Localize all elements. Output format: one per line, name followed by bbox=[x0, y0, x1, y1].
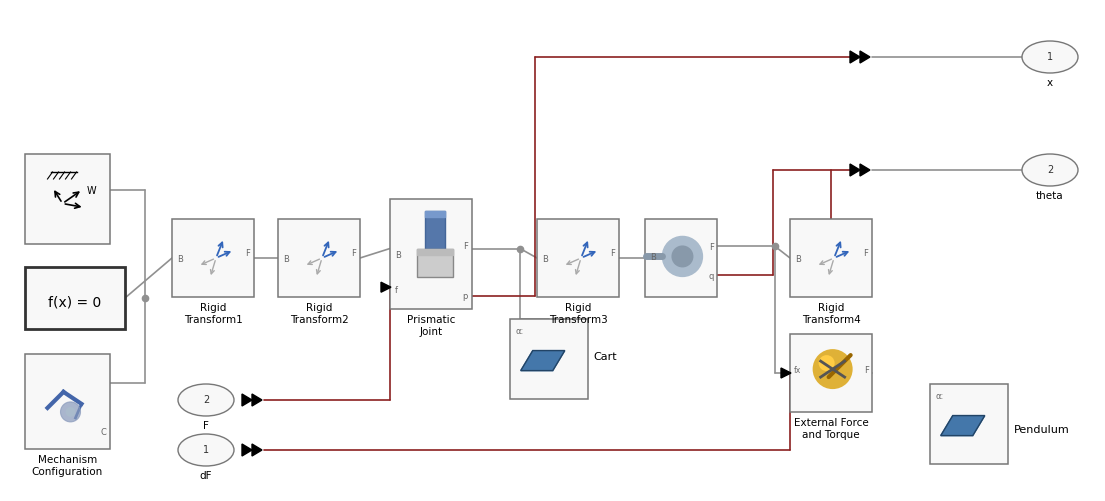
FancyBboxPatch shape bbox=[511, 319, 588, 399]
Text: theta: theta bbox=[1036, 190, 1064, 200]
FancyBboxPatch shape bbox=[425, 211, 445, 249]
Polygon shape bbox=[252, 394, 262, 406]
Text: Rigid
Transform2: Rigid Transform2 bbox=[290, 303, 348, 324]
Polygon shape bbox=[781, 368, 791, 378]
Ellipse shape bbox=[1022, 42, 1078, 74]
Text: F: F bbox=[864, 365, 869, 374]
Text: 1: 1 bbox=[1046, 52, 1053, 62]
Text: B: B bbox=[794, 254, 801, 263]
Polygon shape bbox=[425, 211, 445, 217]
Text: Pendulum: Pendulum bbox=[1014, 424, 1070, 434]
Text: F: F bbox=[351, 248, 356, 257]
FancyBboxPatch shape bbox=[930, 384, 1008, 464]
Text: α:: α: bbox=[935, 391, 944, 400]
Polygon shape bbox=[381, 283, 391, 293]
FancyBboxPatch shape bbox=[278, 219, 360, 298]
FancyBboxPatch shape bbox=[417, 249, 453, 277]
Circle shape bbox=[812, 349, 853, 389]
Polygon shape bbox=[252, 444, 262, 456]
FancyBboxPatch shape bbox=[645, 219, 717, 298]
Text: Rigid
Transform3: Rigid Transform3 bbox=[548, 303, 608, 324]
FancyBboxPatch shape bbox=[25, 155, 110, 244]
Circle shape bbox=[65, 407, 75, 417]
Ellipse shape bbox=[178, 384, 234, 416]
Text: dF: dF bbox=[200, 470, 212, 480]
Text: B: B bbox=[541, 254, 548, 263]
Text: x: x bbox=[1046, 78, 1053, 88]
Text: F: F bbox=[245, 248, 250, 257]
Text: 2: 2 bbox=[1046, 165, 1053, 175]
Text: 1: 1 bbox=[203, 444, 209, 454]
Text: Rigid
Transform1: Rigid Transform1 bbox=[183, 303, 242, 324]
Circle shape bbox=[61, 402, 81, 422]
FancyBboxPatch shape bbox=[25, 354, 110, 449]
FancyBboxPatch shape bbox=[790, 334, 872, 412]
Text: B: B bbox=[394, 250, 401, 259]
Text: F: F bbox=[709, 242, 714, 252]
Polygon shape bbox=[417, 249, 453, 256]
Text: F: F bbox=[203, 420, 209, 430]
Text: 2: 2 bbox=[203, 394, 209, 404]
Text: F: F bbox=[863, 248, 869, 257]
Text: p: p bbox=[463, 292, 469, 301]
Circle shape bbox=[819, 355, 834, 371]
Polygon shape bbox=[520, 351, 565, 371]
Text: B: B bbox=[283, 254, 288, 263]
Text: F: F bbox=[610, 248, 615, 257]
FancyBboxPatch shape bbox=[172, 219, 254, 298]
Text: B: B bbox=[177, 254, 182, 263]
Text: W: W bbox=[86, 185, 96, 195]
FancyBboxPatch shape bbox=[25, 268, 125, 329]
Polygon shape bbox=[860, 52, 870, 64]
Polygon shape bbox=[850, 165, 860, 177]
Polygon shape bbox=[242, 444, 252, 456]
Text: C: C bbox=[101, 427, 106, 436]
Text: Mechanism
Configuration: Mechanism Configuration bbox=[32, 454, 103, 475]
Text: Rigid
Transform4: Rigid Transform4 bbox=[801, 303, 861, 324]
Ellipse shape bbox=[1022, 155, 1078, 187]
Polygon shape bbox=[850, 52, 860, 64]
Polygon shape bbox=[242, 394, 252, 406]
Text: q: q bbox=[708, 271, 714, 280]
Text: Cart: Cart bbox=[593, 351, 617, 361]
Text: F: F bbox=[463, 241, 469, 250]
Circle shape bbox=[662, 237, 703, 277]
Text: B: B bbox=[650, 253, 656, 262]
Text: fx: fx bbox=[794, 365, 801, 374]
Text: f: f bbox=[394, 285, 398, 294]
Text: f(x) = 0: f(x) = 0 bbox=[49, 296, 102, 310]
Text: α:: α: bbox=[515, 326, 524, 335]
Ellipse shape bbox=[178, 434, 234, 466]
Polygon shape bbox=[940, 416, 985, 436]
Circle shape bbox=[672, 246, 694, 268]
Polygon shape bbox=[860, 165, 870, 177]
FancyBboxPatch shape bbox=[790, 219, 872, 298]
FancyBboxPatch shape bbox=[390, 199, 472, 310]
FancyBboxPatch shape bbox=[537, 219, 619, 298]
Text: External Force
and Torque: External Force and Torque bbox=[793, 417, 869, 439]
Text: Prismatic
Joint: Prismatic Joint bbox=[407, 314, 455, 336]
